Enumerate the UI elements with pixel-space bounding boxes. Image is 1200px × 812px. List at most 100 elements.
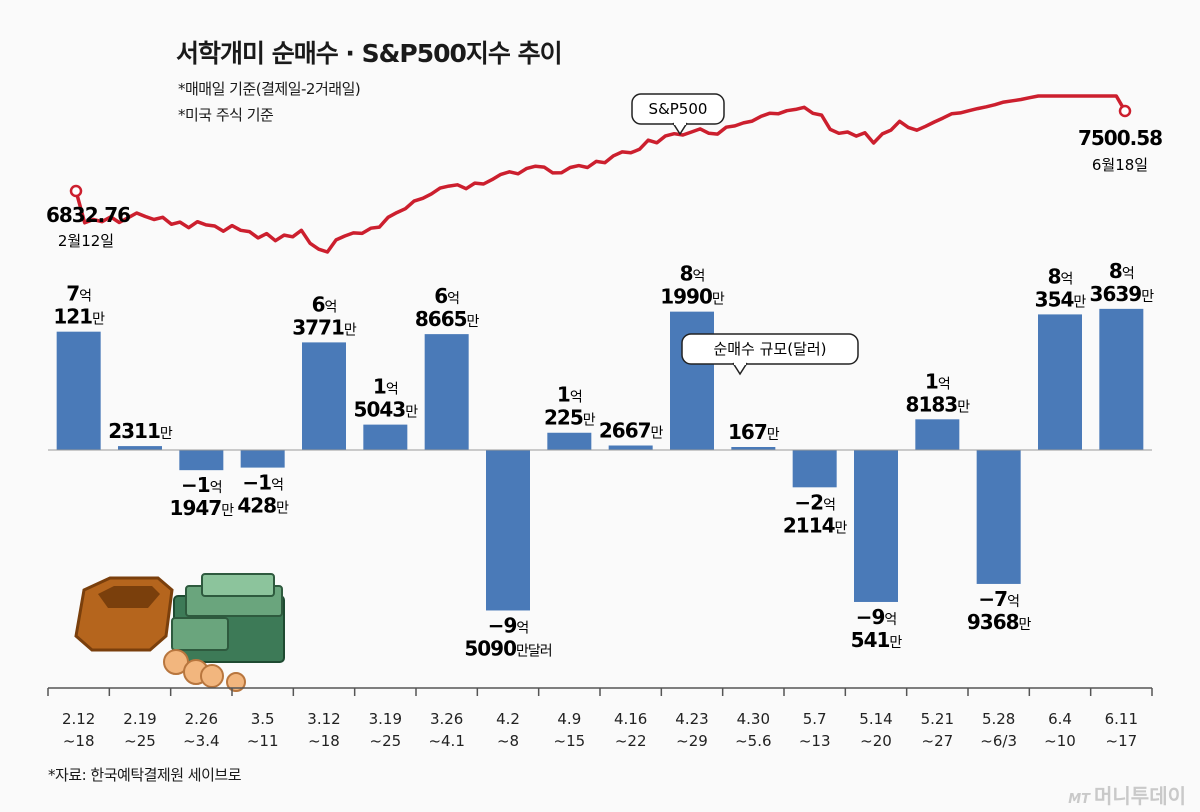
bar-16	[976, 450, 1021, 584]
sp500-start-date: 2월12일	[58, 232, 114, 250]
x-tick-label-16: 5.28	[982, 710, 1015, 728]
bar-label-2: 2311만	[108, 419, 173, 443]
bar-5	[302, 342, 346, 450]
bar-1	[56, 331, 101, 450]
net-buy-callout-text: 순매수 규모(달러)	[713, 340, 826, 358]
x-tick-label-end-13: ~13	[799, 732, 831, 750]
bar-12	[731, 447, 776, 450]
sp500-line	[74, 94, 1127, 254]
bar-label-bottom-13: 2114만	[783, 513, 848, 537]
net-buy-callout-tail-cover	[734, 362, 746, 365]
x-tick-label-end-2: ~25	[124, 732, 156, 750]
sp500-start-value: 6832.76	[46, 203, 130, 227]
net-buy-callout-tail	[732, 362, 748, 376]
x-tick-label-end-1: ~18	[63, 732, 95, 750]
x-tick-label-3: 2.26	[185, 710, 218, 728]
bar-label-bottom-4: 428만	[237, 494, 289, 518]
bar-label-bottom-9: 225만	[544, 406, 596, 430]
x-tick-label-2: 2.19	[123, 710, 156, 728]
x-tick-label-end-5: ~18	[308, 732, 340, 750]
bar-14	[854, 450, 898, 602]
bar-6	[363, 424, 408, 450]
bar-7	[424, 334, 469, 450]
sp500-end-date: 6월18일	[1092, 156, 1148, 174]
x-tick-label-12: 4.30	[737, 710, 770, 728]
net-buy-callout-box	[681, 333, 859, 365]
x-tick-label-10: 4.16	[614, 710, 647, 728]
bar-label-bottom-6: 5043만	[354, 398, 419, 422]
sp500-start-marker	[69, 184, 83, 198]
x-tick-label-end-18: ~17	[1106, 732, 1138, 750]
x-tick-label-end-11: ~29	[676, 732, 708, 750]
brand-logo: MT 머니투데이	[1068, 786, 1186, 806]
x-tick-label-6: 3.19	[369, 710, 402, 728]
bar-label-top-1: 7억	[66, 282, 91, 306]
x-tick-label-end-12: ~5.6	[735, 732, 771, 750]
bar-label-top-13: −2억	[794, 490, 835, 514]
sp500-callout-tail	[672, 122, 688, 136]
x-tick-label-end-9: ~15	[554, 732, 586, 750]
bar-label-top-18: 8억	[1109, 259, 1134, 283]
sp500-callout-text: S&P500	[649, 100, 708, 118]
x-tick-label-end-6: ~25	[370, 732, 402, 750]
sp500-callout-tail-cover	[674, 122, 686, 125]
x-tick-label-end-3: ~3.4	[183, 732, 219, 750]
bar-label-top-7: 6억	[434, 284, 459, 308]
x-tick-label-end-16: ~6/3	[980, 732, 1017, 750]
bar-label-top-5: 6억	[312, 292, 337, 316]
bar-label-bottom-14: 541만	[851, 628, 903, 652]
bar-label-bottom-11: 1990만	[660, 285, 725, 309]
x-tick-label-11: 4.23	[675, 710, 708, 728]
x-tick-label-end-17: ~10	[1044, 732, 1076, 750]
money-pile-illustration	[74, 573, 285, 692]
bar-label-top-8: −9억	[488, 613, 529, 637]
bar-label-10: 2667만	[599, 418, 664, 442]
x-tick-label-5: 3.12	[307, 710, 340, 728]
bar-13	[792, 450, 837, 488]
x-tick-label-14: 5.14	[859, 710, 892, 728]
bar-10	[608, 445, 653, 450]
bar-series: 7억121만2311만−1억1947만−1억428만6억3771만1억5043만…	[53, 259, 1155, 661]
x-tick-label-13: 5.7	[803, 710, 827, 728]
x-tick-label-7: 3.26	[430, 710, 463, 728]
sp500-end-marker	[1118, 104, 1132, 118]
sp500-callout: S&P500	[631, 93, 725, 136]
bar-2	[118, 446, 162, 450]
bar-label-bottom-17: 354만	[1035, 287, 1087, 311]
bar-9	[547, 432, 592, 450]
bar-label-top-3: −1억	[181, 473, 222, 497]
bar-label-top-4: −1억	[242, 471, 283, 495]
bar-label-bottom-3: 1947만	[170, 496, 235, 520]
bar-3	[179, 450, 224, 471]
bar-18	[1099, 308, 1144, 450]
x-tick-label-end-10: ~22	[615, 732, 647, 750]
x-tick-label-end-8: ~8	[497, 732, 519, 750]
bar-label-12: 167만	[728, 420, 780, 444]
note-settlement: *매매일 기준(결제일-2거래일)	[178, 80, 361, 98]
bar-4	[240, 450, 285, 468]
x-tick-label-18: 6.11	[1105, 710, 1138, 728]
x-tick-label-15: 5.21	[921, 710, 954, 728]
bar-label-top-14: −9억	[856, 605, 897, 629]
brand-name: 머니투데이	[1094, 784, 1186, 808]
bar-label-top-15: 1억	[925, 369, 950, 393]
bar-11	[670, 311, 714, 450]
bar-8	[486, 450, 530, 611]
x-tick-label-8: 4.2	[496, 710, 520, 728]
bar-label-top-17: 8억	[1048, 264, 1073, 288]
x-tick-label-1: 2.12	[62, 710, 95, 728]
brand-mt-mark: MT	[1068, 792, 1090, 807]
bar-label-top-11: 8억	[680, 262, 705, 286]
bar-17	[1038, 314, 1082, 450]
source-note: *자료: 한국예탁결제원 세이브로	[48, 766, 242, 784]
x-tick-label-end-4: ~11	[247, 732, 279, 750]
bar-label-bottom-8: 5090만달러	[464, 636, 551, 660]
bar-label-bottom-18: 3639만	[1090, 282, 1155, 306]
note-us-stocks: *미국 주식 기준	[178, 106, 274, 124]
bar-15	[915, 419, 960, 450]
net-buy-callout: 순매수 규모(달러)	[681, 333, 859, 376]
bar-label-bottom-1: 121만	[53, 305, 105, 329]
bar-label-bottom-7: 8665만	[415, 307, 480, 331]
